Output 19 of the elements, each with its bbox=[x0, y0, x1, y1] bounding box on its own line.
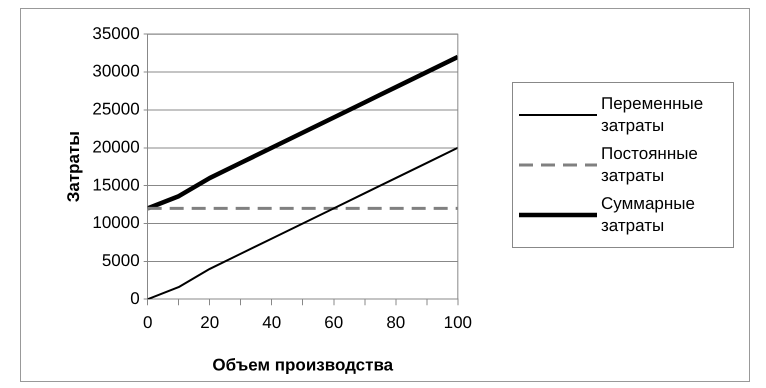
y-tick-label: 15000 bbox=[92, 175, 140, 194]
y-tick-label: 35000 bbox=[92, 24, 140, 43]
y-tick-label: 0 bbox=[130, 288, 140, 308]
y-tick-label: 5000 bbox=[102, 251, 140, 270]
x-tick-label: 60 bbox=[324, 313, 344, 332]
legend-label: Постоянные затраты bbox=[601, 143, 699, 187]
y-tick-label: 30000 bbox=[92, 62, 140, 81]
x-tick-label: 20 bbox=[200, 313, 220, 332]
x-axis-title: Объем производства bbox=[212, 355, 394, 374]
y-tick-label: 10000 bbox=[92, 213, 140, 232]
y-axis-title: Затраты bbox=[64, 131, 83, 202]
x-tick-label: 40 bbox=[262, 313, 282, 332]
y-tick-label: 25000 bbox=[92, 100, 140, 119]
y-tick-label: 20000 bbox=[92, 137, 140, 156]
legend-label: Переменные затраты bbox=[601, 93, 704, 137]
x-tick-label: 0 bbox=[142, 313, 152, 332]
legend-label: Суммарные затраты bbox=[601, 193, 696, 237]
x-tick-label: 100 bbox=[444, 313, 472, 332]
x-tick-label: 80 bbox=[386, 313, 406, 332]
